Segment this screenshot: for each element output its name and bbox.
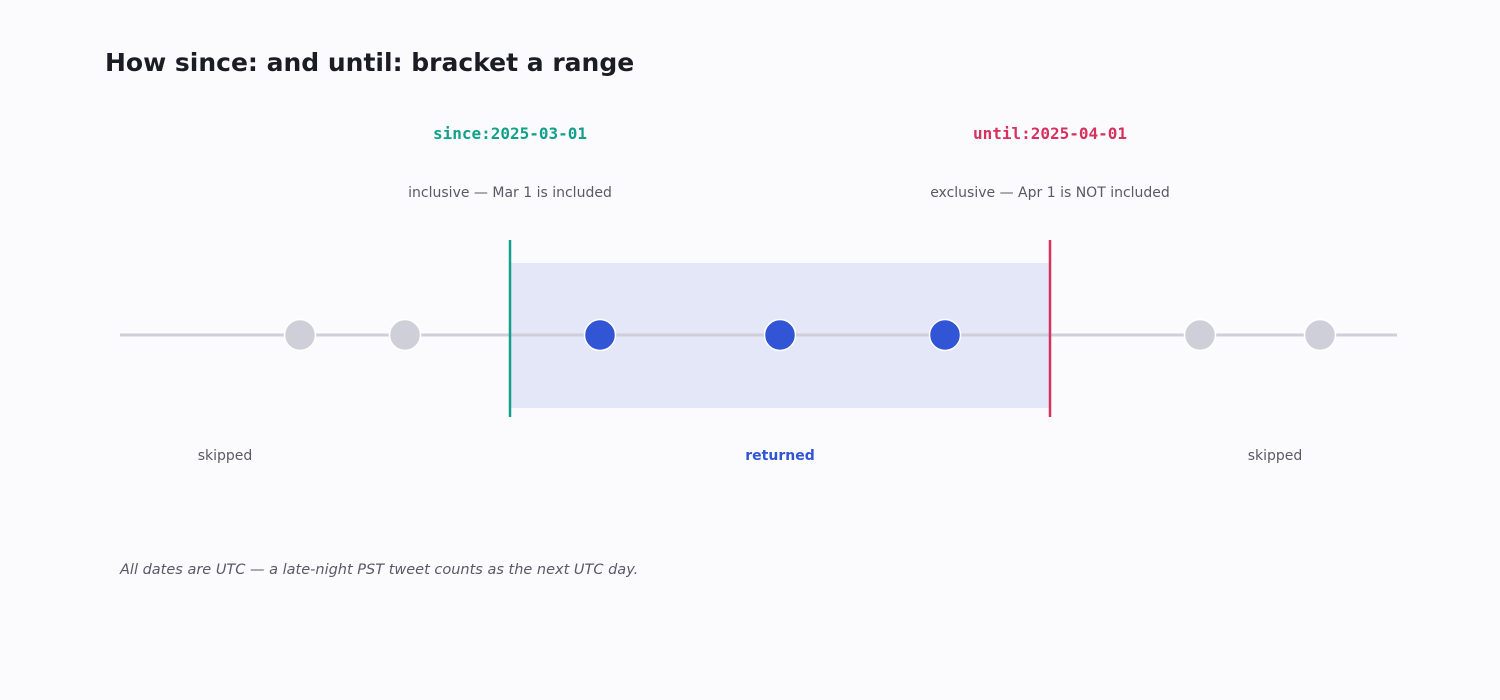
tweet-dot-returned [583, 318, 617, 352]
since-marker-label: since:2025-03-01 [432, 124, 588, 143]
page-title: How since: and until: bracket a range [105, 48, 635, 77]
tweet-dot-skipped [1183, 318, 1217, 352]
tweet-dot-skipped [388, 318, 422, 352]
footnote: All dates are UTC — a late-night PST twe… [120, 562, 639, 578]
region-label-inside: returned [745, 448, 815, 464]
until-marker-label: until:2025-04-01 [972, 124, 1128, 143]
since-marker-note: inclusive — Mar 1 is included [408, 185, 612, 201]
tweet-dot-returned [763, 318, 797, 352]
tweet-dot-skipped [1303, 318, 1337, 352]
region-label-after: skipped [1247, 448, 1303, 464]
tweet-dot-returned [928, 318, 962, 352]
tweet-dot-skipped [283, 318, 317, 352]
region-label-before: skipped [197, 448, 253, 464]
tweet-dots [283, 318, 1337, 352]
until-marker-note: exclusive — Apr 1 is NOT included [930, 185, 1170, 201]
